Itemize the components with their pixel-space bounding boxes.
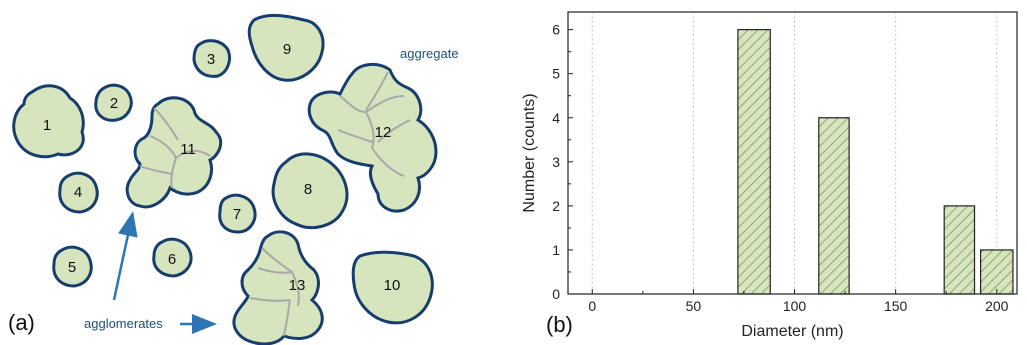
agglomerate-13: 13 <box>232 230 324 345</box>
panel-label-b: (b) <box>546 312 573 337</box>
y-tick-label: 2 <box>552 198 560 214</box>
particle-5: 5 <box>52 245 93 288</box>
particle-label: 9 <box>283 41 291 58</box>
x-tick-label: 50 <box>686 298 702 314</box>
particle-8: 8 <box>271 152 349 229</box>
y-axis-title: Number (counts) <box>521 93 538 212</box>
particle-3: 3 <box>192 39 232 78</box>
particle-label: 10 <box>384 277 401 294</box>
y-tick-label: 4 <box>552 110 560 126</box>
axis-ticks: 0 50 100 150 200 0 1 2 3 4 5 6 <box>552 22 1008 314</box>
y-tick-label: 6 <box>552 22 560 38</box>
bars <box>737 29 1014 295</box>
particle-label: 3 <box>207 51 215 68</box>
particle-label: 11 <box>180 141 196 158</box>
y-tick-label: 1 <box>552 242 560 258</box>
aggregate-label: aggregate <box>400 46 459 61</box>
histogram-bar <box>737 29 771 295</box>
particle-label: 8 <box>304 181 312 198</box>
particle-label: 12 <box>375 124 392 141</box>
grid-lines <box>591 12 998 294</box>
x-tick-label: 200 <box>985 298 1009 314</box>
particle-2: 2 <box>94 83 133 122</box>
x-tick-label: 100 <box>783 298 807 314</box>
histogram-bar <box>979 249 1014 295</box>
panel-label-a: (a) <box>8 310 35 335</box>
arrow-to-agglomerate-11 <box>112 211 138 301</box>
agglomerates-label: agglomerates <box>84 316 163 331</box>
particle-diagram: 1 2 3 4 5 6 7 8 9 10 11 <box>8 13 459 345</box>
particle-7: 7 <box>218 193 257 234</box>
particle-1: 1 <box>12 84 85 159</box>
agglomerate-11: 11 <box>125 96 223 209</box>
y-tick-label: 5 <box>552 66 560 82</box>
histogram-bar <box>818 117 850 295</box>
x-tick-label: 150 <box>884 298 908 314</box>
y-tick-label: 0 <box>552 286 560 302</box>
histogram-bar <box>943 205 976 295</box>
particle-10: 10 <box>351 250 434 325</box>
particle-label: 4 <box>74 184 82 201</box>
histogram-chart: 0 50 100 150 200 0 1 2 3 4 5 6 Diameter (nm) Number… <box>521 11 1018 340</box>
particle-6: 6 <box>152 237 193 278</box>
particle-label: 7 <box>233 206 241 223</box>
particle-label: 5 <box>68 259 76 276</box>
aggregate-12: 12 <box>307 63 438 213</box>
particle-4: 4 <box>58 171 99 214</box>
particle-label: 6 <box>168 251 176 268</box>
particle-label: 1 <box>43 117 51 134</box>
x-axis-title: Diameter (nm) <box>741 323 843 340</box>
y-tick-label: 3 <box>552 154 560 170</box>
particle-9: 9 <box>247 13 325 82</box>
x-tick-label: 0 <box>588 298 596 314</box>
particle-label: 13 <box>289 277 306 294</box>
plot-frame <box>567 11 1018 295</box>
particle-label: 2 <box>110 95 118 112</box>
